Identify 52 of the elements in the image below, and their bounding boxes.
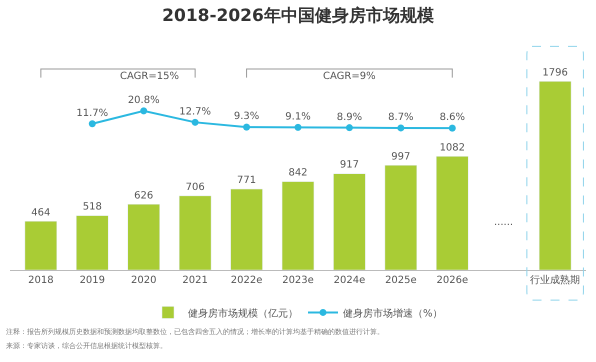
data-label: 8.6% [440,112,465,124]
bar [178,196,212,270]
data-label: 706 [186,182,205,193]
point [397,124,404,132]
data-label: 997 [391,151,410,162]
x-tick-label: 2021 [182,275,208,286]
data-label: 917 [340,160,359,171]
data-label: 1796 [542,67,568,78]
x-tick-label: 2018 [28,275,54,286]
x-tick-label: 2020 [130,275,156,286]
data-label: 8.7% [388,112,414,124]
annotation: CAGR=9% [323,71,376,82]
bar [128,204,160,270]
annotation: ...... [494,217,514,228]
bar [230,188,263,270]
data-label: 11.7% [76,108,108,119]
bar [436,156,468,270]
x-tick-label: 2024e [334,275,366,286]
x-tick-label: 2022e [230,275,262,286]
point [140,107,148,114]
bar [538,81,572,270]
x-tick-label: 2023e [282,275,314,286]
bar [384,165,418,270]
legend-label: 健身房市场增速（%） [343,307,443,320]
point [294,124,302,131]
data-label: 20.8% [128,95,160,106]
point [192,118,199,126]
point [448,124,456,132]
x-tick-label: 2026e [436,275,468,286]
bar [76,215,108,270]
annotation: CAGR=15% [120,71,179,82]
data-label: 9.1% [285,112,311,123]
chart-title: 2018-2026年中国健身房市场规模 [162,6,434,26]
data-label: 8.9% [336,112,362,123]
x-tick-label: 行业成熟期 [530,274,580,286]
bar [24,221,58,270]
point [88,120,96,128]
point [243,124,250,131]
data-label: 771 [237,175,256,186]
data-label: 518 [82,202,102,213]
data-label: 1082 [440,142,466,154]
data-label: 842 [288,168,308,179]
legend-label: 健身房市场规模（亿元） [188,307,298,320]
data-label: 9.3% [234,111,260,122]
x-tick-label: 2019 [80,275,106,286]
bar [333,173,366,270]
data-label: 464 [31,207,50,218]
bar [282,181,314,270]
data-label: 626 [134,190,154,202]
x-tick-label: 2025e [385,275,417,286]
data-label: 12.7% [179,106,212,118]
point [346,124,353,132]
